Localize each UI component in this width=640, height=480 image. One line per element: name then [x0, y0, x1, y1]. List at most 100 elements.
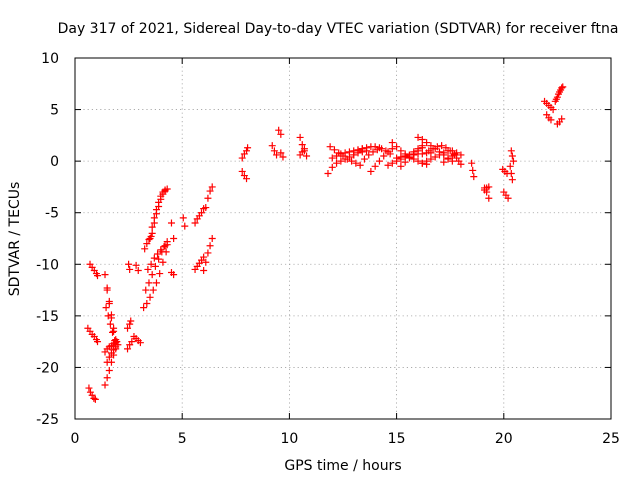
series-arc-t — [148, 187, 169, 237]
data-point — [243, 147, 251, 155]
series-arc-bh — [552, 83, 567, 103]
data-point — [303, 152, 311, 160]
data-point — [88, 391, 96, 399]
plot-frame — [74, 57, 612, 420]
series-arc-aw — [448, 147, 465, 168]
data-point — [268, 142, 276, 150]
series-arc-c — [86, 260, 102, 280]
series-arc-ad — [268, 142, 281, 159]
data-point — [204, 249, 212, 257]
x-tick-label: 25 — [602, 431, 620, 447]
series-arc-bb — [500, 188, 512, 202]
data-point — [86, 388, 94, 396]
data-point — [132, 261, 140, 269]
data-point — [352, 159, 360, 167]
data-point — [146, 235, 154, 242]
data-point — [444, 155, 452, 163]
series-arc-u — [167, 219, 178, 242]
x-axis-tick-labels: 0 5 10 15 20 25 — [71, 431, 620, 447]
data-point — [380, 152, 388, 160]
series-arc-y — [191, 253, 208, 273]
series-arc-an — [367, 145, 396, 175]
series-arc-r — [141, 232, 155, 253]
x-tick-label: 5 — [178, 431, 187, 447]
data-point — [470, 173, 478, 181]
data-point — [485, 183, 493, 191]
data-point — [549, 106, 557, 114]
data-point — [152, 210, 160, 218]
data-point — [154, 250, 162, 258]
data-point — [143, 299, 151, 307]
series-arc-o — [140, 248, 170, 312]
data-point — [136, 339, 144, 347]
series-arc-ah — [296, 145, 308, 159]
data-point — [328, 163, 336, 171]
data-point — [418, 135, 426, 143]
data-point — [191, 219, 199, 227]
data-point — [506, 162, 514, 170]
data-point — [155, 255, 163, 263]
data-point — [504, 194, 512, 202]
series-arc-w — [179, 214, 189, 230]
x-tick-label: 0 — [71, 431, 80, 447]
series-arc-k — [124, 317, 135, 332]
data-point — [508, 176, 516, 184]
data-point — [202, 204, 210, 212]
data-point — [348, 157, 356, 165]
data-point — [101, 271, 109, 279]
series-arc-q — [144, 241, 171, 273]
series-arc-al — [350, 143, 383, 159]
x-tick-label: 10 — [280, 431, 298, 447]
data-point — [393, 143, 401, 151]
data-point — [468, 159, 476, 167]
data-point — [111, 337, 119, 345]
data-point — [298, 141, 306, 149]
series-arc-bd — [507, 147, 517, 165]
data-point — [238, 154, 246, 162]
series-arc-j — [124, 338, 136, 353]
data-point — [559, 83, 567, 91]
data-point — [367, 167, 375, 175]
data-point — [204, 194, 212, 202]
y-tick-label: -25 — [36, 412, 59, 428]
series-arc-ae — [275, 126, 285, 138]
data-point — [127, 317, 135, 325]
data-point — [363, 144, 371, 152]
data-point — [277, 149, 285, 157]
data-point — [157, 246, 165, 254]
data-point — [300, 145, 308, 153]
data-point — [140, 304, 148, 312]
data-point — [369, 148, 377, 156]
data-point — [433, 143, 441, 151]
data-point — [103, 358, 111, 366]
series-arc-z — [200, 235, 216, 274]
data-point — [354, 147, 362, 155]
data-point — [148, 271, 156, 279]
y-tick-label: -20 — [36, 360, 59, 376]
data-point — [558, 115, 566, 123]
y-tick-label: -15 — [36, 309, 59, 325]
data-point — [448, 147, 456, 155]
data-point — [509, 157, 517, 165]
series-arc-au — [425, 142, 458, 158]
series-arc-ar — [397, 144, 426, 170]
data-point — [103, 286, 111, 294]
data-point — [397, 153, 405, 161]
data-point — [418, 159, 426, 167]
grid-lines — [75, 58, 611, 419]
data-point — [155, 203, 163, 211]
data-point — [109, 328, 117, 336]
data-point — [141, 245, 149, 253]
data-point — [330, 146, 338, 154]
data-point — [106, 320, 114, 328]
series-arc-b — [84, 324, 102, 346]
data-point — [384, 148, 392, 156]
series-arc-m — [130, 332, 144, 347]
data-point — [150, 219, 158, 227]
data-point — [469, 166, 477, 174]
data-point — [423, 157, 431, 165]
data-point — [414, 147, 422, 155]
y-tick-label: 10 — [41, 51, 59, 67]
x-axis-label: GPS time / hours — [284, 458, 401, 474]
data-point — [388, 159, 396, 167]
